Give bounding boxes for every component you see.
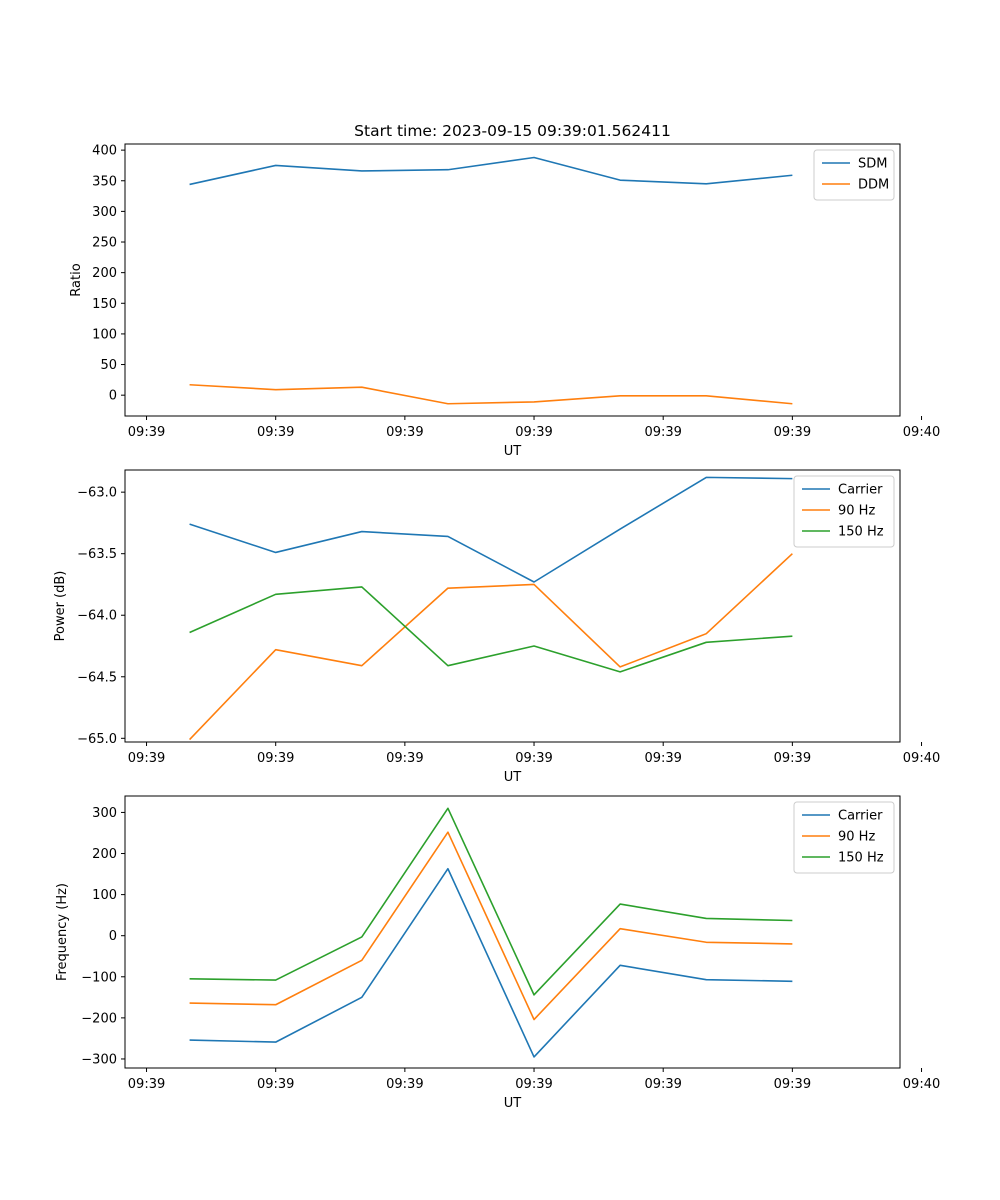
x-tick-label: 09:39: [515, 751, 552, 766]
subplot-2: 09:39 09:39 09:39 09:39 09:39 09:39 09:40 −65.0…: [53, 469, 940, 785]
x-tick-label: 09:39: [774, 425, 811, 440]
legend-entry-sdm: SDM: [858, 157, 887, 172]
series-lines: [189, 156, 793, 405]
x-axis-label: UT: [504, 1096, 522, 1111]
x-tick-label: 09:39: [644, 751, 681, 766]
x-tick-label: 09:39: [128, 751, 165, 766]
y-tick-label: −63.0: [77, 486, 117, 501]
legend-entry-carrier: Carrier: [838, 809, 883, 824]
x-tick-label: 09:39: [128, 425, 165, 440]
legend-entry-ddm: DDM: [858, 178, 889, 193]
y-tick-label: −200: [81, 1011, 117, 1026]
y-tick-label: 150: [92, 297, 117, 312]
x-axis-label: UT: [504, 444, 522, 459]
x-tick-label: 09:39: [257, 425, 294, 440]
series-line-carrier: [189, 867, 793, 1058]
x-tick-label: 09:40: [903, 751, 940, 766]
y-tick-label: −65.0: [77, 732, 117, 747]
x-tick-label: 09:40: [903, 1077, 940, 1092]
y-tick-label: −64.5: [77, 670, 117, 685]
x-tick-label: 09:39: [257, 751, 294, 766]
y-tick-label: 250: [92, 236, 117, 251]
y-tick-label: 50: [100, 358, 117, 373]
series-lines: [189, 476, 793, 741]
x-tick-label: 09:39: [257, 1077, 294, 1092]
y-axis-label: Power (dB): [53, 571, 68, 642]
legend-entry-90-hz: 90 Hz: [838, 504, 875, 519]
legend-entry-carrier: Carrier: [838, 483, 883, 498]
x-tick-label: 09:39: [644, 425, 681, 440]
x-axis-label: UT: [504, 770, 522, 785]
y-tick-label: −64.0: [77, 609, 117, 624]
y-tick-label: 0: [109, 929, 117, 944]
series-line-150-hz: [189, 586, 793, 673]
x-tick-label: 09:40: [903, 425, 940, 440]
plots-container: 09:39 09:39 09:39 09:39 09:39 09:39 09:40 0 50 10…: [53, 143, 940, 1111]
series-line-carrier: [189, 476, 793, 583]
y-tick-label: −100: [81, 970, 117, 985]
y-tick-label: 350: [92, 174, 117, 189]
legend-box: [793, 801, 895, 874]
legend-entry-150-hz: 150 Hz: [838, 851, 884, 866]
axes-frame: [124, 143, 901, 417]
x-tick-label: 09:39: [386, 1077, 423, 1092]
axes-frame: [124, 469, 901, 743]
y-tick-label: 0: [109, 389, 117, 404]
y-tick-label: 400: [92, 144, 117, 159]
x-tick-label: 09:39: [774, 751, 811, 766]
x-tick-label: 09:39: [386, 751, 423, 766]
y-tick-label: 300: [92, 806, 117, 821]
series-line-90-hz: [189, 553, 793, 741]
x-tick-label: 09:39: [128, 1077, 165, 1092]
subplot-3: 09:39 09:39 09:39 09:39 09:39 09:39 09:40 −300 −…: [55, 795, 940, 1111]
y-tick-label: 300: [92, 205, 117, 220]
series-line-sdm: [189, 156, 793, 186]
legend: SDM DDM: [813, 149, 895, 201]
x-tick-label: 09:39: [774, 1077, 811, 1092]
x-tick-label: 09:39: [644, 1077, 681, 1092]
series-line-90-hz: [189, 831, 793, 1021]
subplot-1: 09:39 09:39 09:39 09:39 09:39 09:39 09:40 0 50 10…: [69, 143, 940, 459]
x-tick-label: 09:39: [515, 1077, 552, 1092]
axes-frame: [124, 795, 901, 1069]
y-tick-label: 200: [92, 847, 117, 862]
legend-entry-150-hz: 150 Hz: [838, 525, 884, 540]
y-tick-label: −63.5: [77, 547, 117, 562]
y-tick-label: −300: [81, 1052, 117, 1067]
series-line-150-hz: [189, 807, 793, 996]
x-tick-label: 09:39: [386, 425, 423, 440]
y-axis-label: Ratio: [69, 263, 84, 296]
y-tick-label: 100: [92, 327, 117, 342]
series-line-ddm: [189, 383, 793, 405]
y-tick-label: 200: [92, 266, 117, 281]
figure-title: Start time: 2023-09-15 09:39:01.562411: [354, 122, 671, 140]
series-lines: [189, 807, 793, 1058]
legend-box: [793, 475, 895, 548]
y-axis-label: Frequency (Hz): [55, 883, 70, 981]
legend: Carrier 90 Hz 150 Hz: [793, 801, 895, 874]
y-tick-label: 100: [92, 888, 117, 903]
legend: Carrier 90 Hz 150 Hz: [793, 475, 895, 548]
legend-entry-90-hz: 90 Hz: [838, 830, 875, 845]
x-tick-label: 09:39: [515, 425, 552, 440]
